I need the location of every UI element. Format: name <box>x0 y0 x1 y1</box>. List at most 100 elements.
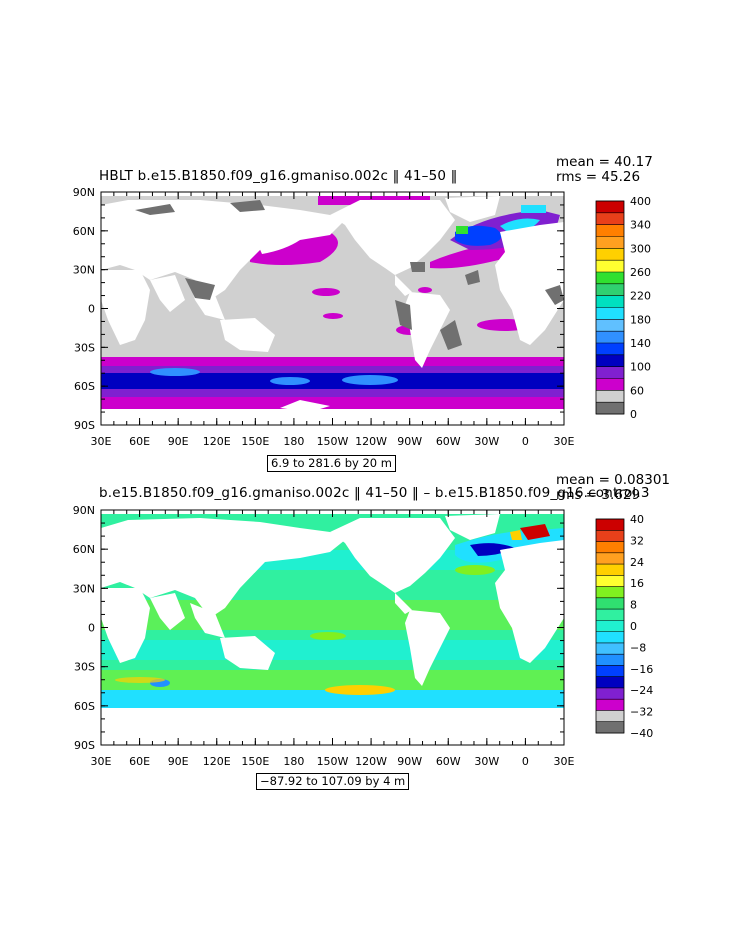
colorbar-label: 32 <box>630 534 644 547</box>
colorbar-label: −40 <box>630 727 653 740</box>
colorbar-swatch <box>596 201 624 214</box>
colorbar-swatch <box>596 307 624 320</box>
lon-tick-label: 90E <box>168 435 189 448</box>
lon-tick-label: 120E <box>203 435 231 448</box>
lon-tick-label: 90E <box>168 755 189 768</box>
colorbar-swatch <box>596 331 624 344</box>
colorbar-swatch <box>596 609 624 621</box>
lon-tick-label: 60W <box>436 755 461 768</box>
colorbar-swatch <box>596 366 624 379</box>
lon-tick-label: 90W <box>397 755 422 768</box>
colorbar-swatch <box>596 575 624 588</box>
lat-tick-label: 90S <box>74 419 95 432</box>
colorbar-swatch <box>596 519 624 531</box>
lon-tick-label: 0 <box>522 435 529 448</box>
lon-tick-label: 30E <box>91 755 112 768</box>
panel2-range-box: −87.92 to 107.09 by 4 m <box>256 773 410 790</box>
lat-tick-label: 30N <box>73 582 95 595</box>
lat-tick-label: 90N <box>73 504 95 517</box>
colorbar-swatch <box>596 597 624 610</box>
colorbar-swatch <box>596 620 624 633</box>
colorbar-label: 100 <box>630 361 651 374</box>
lat-tick-label: 0 <box>88 622 95 635</box>
colorbar-label: 180 <box>630 313 651 326</box>
lon-tick-label: 150E <box>241 755 269 768</box>
lon-tick-label: 180 <box>283 435 304 448</box>
lat-tick-label: 60S <box>74 700 95 713</box>
colorbar-label: 300 <box>630 242 651 255</box>
colorbar-swatch <box>596 676 624 689</box>
colorbar-label: 400 <box>630 195 651 208</box>
colorbar-swatch <box>596 272 624 285</box>
colorbar-swatch <box>596 224 624 237</box>
lon-tick-label: 120W <box>355 435 387 448</box>
panel2-rms: rms = 3.629 <box>556 487 641 503</box>
colorbar-swatch <box>596 390 624 403</box>
colorbar-swatch <box>596 564 624 576</box>
colorbar-label: 340 <box>630 219 651 232</box>
colorbar-label: 24 <box>630 556 644 569</box>
lon-tick-label: 60E <box>129 755 150 768</box>
colorbar-panel1: 400 340 300 260 220 180 140 100 60 0 <box>595 195 651 421</box>
colorbar-label: 40 <box>630 513 644 526</box>
lat-tick-label: 90S <box>74 739 95 752</box>
colorbar-swatch <box>596 343 624 356</box>
colorbar-swatch <box>596 260 624 273</box>
panel1-rms: rms = 45.26 <box>556 169 641 185</box>
colorbar-swatch <box>596 248 624 261</box>
colorbar-swatch <box>596 654 624 666</box>
panel1-range-box: 6.9 to 281.6 by 20 m <box>267 455 396 472</box>
colorbar-label: 0 <box>630 408 637 421</box>
lon-tick-label: 30W <box>474 755 499 768</box>
colorbar-label: 60 <box>630 384 644 397</box>
colorbar-swatch <box>596 642 624 655</box>
colorbar-swatch <box>596 687 624 700</box>
lon-tick-label: 60W <box>436 435 461 448</box>
lon-tick-label: 180 <box>283 755 304 768</box>
panel2-mean: mean = 0.08301 <box>556 472 671 488</box>
colorbar-swatch <box>596 699 624 711</box>
colorbar-label: 140 <box>630 337 651 350</box>
lat-tick-label: 90N <box>73 186 95 199</box>
colorbar-label: −16 <box>630 663 653 676</box>
lat-tick-label: 60S <box>74 380 95 393</box>
lat-tick-label: 30S <box>74 661 95 674</box>
colorbar-label: −24 <box>630 684 653 697</box>
colorbar-label: 220 <box>630 290 651 303</box>
colorbar-swatch <box>596 236 624 249</box>
colorbar-swatch <box>596 402 624 415</box>
colorbar-swatch <box>596 710 624 723</box>
lon-tick-label: 150W <box>317 755 349 768</box>
lon-tick-label: 0 <box>522 755 529 768</box>
colorbar-panel2: 40 32 24 16 8 0 −8 −16 −24 −32 −40 <box>595 513 653 740</box>
colorbar-swatch <box>596 283 624 297</box>
lon-tick-label: 150W <box>317 435 349 448</box>
colorbar-swatch <box>596 212 624 226</box>
panel2-title: b.e15.B1850.f09_g16.gmaniso.002c ‖ 41–50… <box>99 485 650 501</box>
lat-tick-label: 30N <box>73 264 95 277</box>
panel1-title: HBLT b.e15.B1850.f09_g16.gmaniso.002c ‖ … <box>99 168 458 184</box>
lon-tick-label: 120E <box>203 755 231 768</box>
colorbar-label: 8 <box>630 599 637 612</box>
colorbar-swatch <box>596 530 624 543</box>
lat-tick-label: 60N <box>73 225 95 238</box>
colorbar-label: −8 <box>630 641 646 654</box>
colorbar-swatch <box>596 295 624 308</box>
lat-tick-label: 30S <box>74 341 95 354</box>
colorbar-swatch <box>596 586 624 599</box>
panel1-mean: mean = 40.17 <box>556 154 653 170</box>
lon-tick-label: 60E <box>129 435 150 448</box>
lon-tick-label: 120W <box>355 755 387 768</box>
lon-tick-label: 30E <box>91 435 112 448</box>
lat-tick-label: 0 <box>88 303 95 316</box>
lon-tick-label: 150E <box>241 435 269 448</box>
colorbar-swatch <box>596 665 624 678</box>
colorbar-swatch <box>596 319 624 332</box>
colorbar-swatch <box>596 354 624 368</box>
colorbar-swatch <box>596 541 624 554</box>
colorbar-label: 0 <box>630 620 637 633</box>
colorbar-swatch <box>596 378 624 391</box>
lat-tick-label: 60N <box>73 543 95 556</box>
panel2-map <box>101 510 564 745</box>
